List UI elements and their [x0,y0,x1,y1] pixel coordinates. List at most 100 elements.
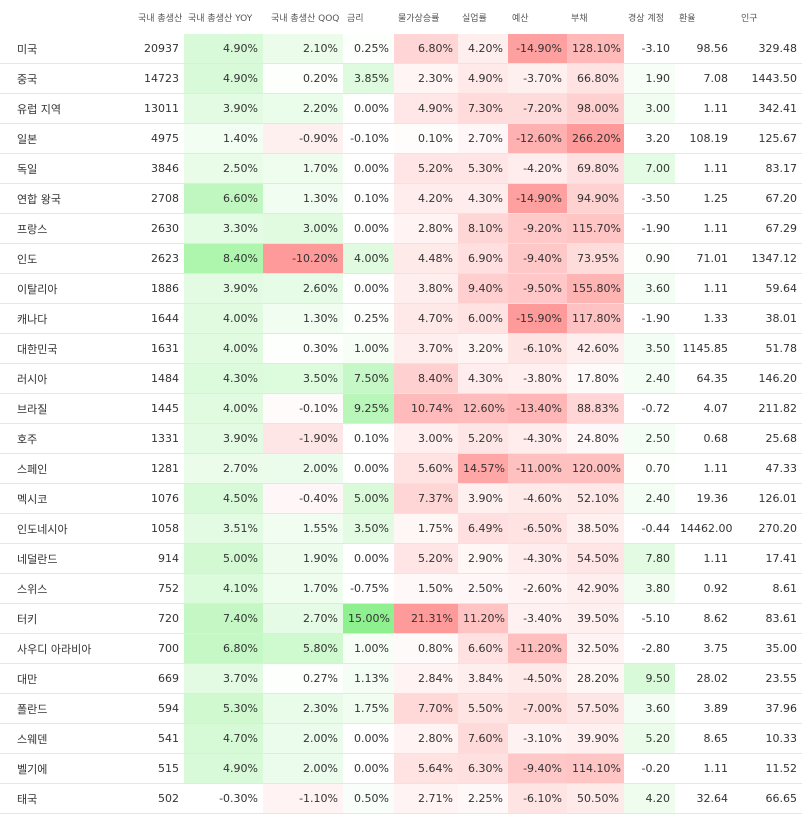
cell-unemployment: 5.30% [458,153,508,184]
country-name-cell: 중국 [0,63,108,94]
column-header-gdp-yoy[interactable]: 국내 총생산 YOY [184,0,263,34]
cell-debt: 42.90% [567,573,624,604]
cell-gdp: 2623 [108,243,184,274]
column-header-rate[interactable]: 금리 [343,0,394,34]
cell-fx: 7.08 [675,63,733,94]
cell-gdp-yoy: 5.00% [184,543,263,574]
cell-gdp-yoy: 3.70% [184,663,263,694]
cell-gdp: 1644 [108,303,184,334]
table-row[interactable]: 미국 20937 4.90% 2.10% 0.25% 6.80% 4.20% -14.90% 1… [0,34,802,64]
cell-fx: 1.11 [675,153,733,184]
cell-fx: 1.11 [675,753,733,784]
column-header-debt[interactable]: 부채 [567,0,624,34]
cell-rate: 3.50% [343,513,394,544]
table-row[interactable]: 호주 1331 3.90% -1.90% 0.10% 3.00% 5.20% -4.30% 24… [0,423,802,454]
cell-current-account: -0.44 [624,513,675,544]
cell-gdp-yoy: 3.51% [184,513,263,544]
cell-budget: -15.90% [508,303,567,334]
cell-gdp: 502 [108,783,184,814]
country-name-cell: 러시아 [0,363,108,394]
cell-fx: 1.11 [675,93,733,124]
cell-gdp-yoy: 4.70% [184,723,263,754]
cell-gdp: 1076 [108,483,184,514]
column-header-budget[interactable]: 예산 [508,0,567,34]
table-row[interactable]: 브라질 1445 4.00% -0.10% 9.25% 10.74% 12.60% -13.4… [0,393,802,424]
table-row[interactable]: 대한민국 1631 4.00% 0.30% 1.00% 3.70% 3.20% -6.10% 4… [0,333,802,364]
cell-rate: 5.00% [343,483,394,514]
cell-population: 126.01 [733,483,802,514]
cell-population: 11.52 [733,753,802,784]
cell-inflation: 2.71% [394,783,458,814]
column-header-inflation[interactable]: 물가상승률 [394,0,458,34]
table-row[interactable]: 인도네시아 1058 3.51% 1.55% 3.50% 1.75% 6.49% -6.50%… [0,513,802,544]
cell-gdp-qoq: 2.00% [263,723,343,754]
cell-inflation: 5.64% [394,753,458,784]
table-row[interactable]: 일본 4975 1.40% -0.90% -0.10% 0.10% 2.70% -12.60%… [0,123,802,154]
cell-current-account: 5.20 [624,723,675,754]
cell-gdp-yoy: 4.90% [184,34,263,64]
cell-current-account: -1.90 [624,213,675,244]
table-row[interactable]: 중국 14723 4.90% 0.20% 3.85% 2.30% 4.90% -3.70% 66… [0,63,802,94]
cell-gdp-yoy: 4.50% [184,483,263,514]
table-row[interactable]: 터키 720 7.40% 2.70% 15.00% 21.31% 11.20% -3.40% 3… [0,603,802,634]
cell-gdp-qoq: 3.00% [263,213,343,244]
cell-budget: -9.40% [508,243,567,274]
table-row[interactable]: 캐나다 1644 4.00% 1.30% 0.25% 4.70% 6.00% -15.90% 1… [0,303,802,334]
cell-population: 1347.12 [733,243,802,274]
cell-budget: -6.10% [508,783,567,814]
table-row[interactable]: 독일 3846 2.50% 1.70% 0.00% 5.20% 5.30% -4.20% 69.… [0,153,802,184]
cell-gdp-qoq: -1.90% [263,423,343,454]
table-row[interactable]: 유럽 지역 13011 3.90% 2.20% 0.00% 4.90% 7.30% -7.20… [0,93,802,124]
table-row[interactable]: 스위스 752 4.10% 1.70% -0.75% 1.50% 2.50% -2.60% 42… [0,573,802,604]
column-header-country[interactable] [0,0,108,34]
column-header-fx[interactable]: 환율 [675,0,733,34]
cell-gdp-yoy: 4.00% [184,393,263,424]
column-header-label: 환율 [679,13,696,24]
cell-gdp-qoq: 1.70% [263,573,343,604]
cell-budget: -12.60% [508,123,567,154]
table-row[interactable]: 스페인 1281 2.70% 2.00% 0.00% 5.60% 14.57% -11.00%… [0,453,802,484]
table-row[interactable]: 러시아 1484 4.30% 3.50% 7.50% 8.40% 4.30% -3.80% 17… [0,363,802,394]
country-name-cell: 캐나다 [0,303,108,334]
table-row[interactable]: 대만 669 3.70% 0.27% 1.13% 2.84% 3.84% -4.50% 28.2… [0,663,802,694]
cell-inflation: 4.70% [394,303,458,334]
country-name-cell: 인도네시아 [0,513,108,544]
cell-current-account: 9.50 [624,663,675,694]
table-row[interactable]: 멕시코 1076 4.50% -0.40% 5.00% 7.37% 3.90% -4.60% 5… [0,483,802,514]
column-header-gdp[interactable]: 국내 총생산 [108,0,184,34]
cell-gdp-qoq: -10.20% [263,243,343,274]
table-row[interactable]: 벨기에 515 4.90% 2.00% 0.00% 5.64% 6.30% -9.40% 114… [0,753,802,784]
table-row[interactable]: 인도 2623 8.40% -10.20% 4.00% 4.48% 6.90% -9.40% 7… [0,243,802,274]
table-row[interactable]: 연합 왕국 2708 6.60% 1.30% 0.10% 4.20% 4.30% -14.90… [0,183,802,214]
cell-unemployment: 6.30% [458,753,508,784]
cell-fx: 3.89 [675,693,733,724]
cell-gdp-qoq: 0.30% [263,333,343,364]
country-name-cell: 터키 [0,603,108,634]
column-header-population[interactable]: 인구 [733,0,802,34]
cell-rate: 15.00% [343,603,394,634]
cell-unemployment: 7.60% [458,723,508,754]
cell-fx: 0.92 [675,573,733,604]
column-header-gdp-qoq[interactable]: 국내 총생산 QOQ [263,0,343,34]
cell-debt: 117.80% [567,303,624,334]
table-row[interactable]: 스웨덴 541 4.70% 2.00% 0.00% 2.80% 7.60% -3.10% 39.… [0,723,802,754]
cell-rate: 0.00% [343,93,394,124]
table-row[interactable]: 폴란드 594 5.30% 2.30% 1.75% 7.70% 5.50% -7.00% 57.… [0,693,802,724]
cell-gdp-qoq: 3.50% [263,363,343,394]
cell-gdp-qoq: -0.10% [263,393,343,424]
cell-debt: 120.00% [567,453,624,484]
cell-gdp: 1331 [108,423,184,454]
column-header-current-account[interactable]: 경상 계정 [624,0,675,34]
country-name-cell: 대만 [0,663,108,694]
column-header-unemployment[interactable]: 실업률 [458,0,508,34]
table-row[interactable]: 이탈리아 1886 3.90% 2.60% 0.00% 3.80% 9.40% -9.50% 1… [0,273,802,304]
cell-unemployment: 5.20% [458,423,508,454]
table-row[interactable]: 네덜란드 914 5.00% 1.90% 0.00% 5.20% 2.90% -4.30% 54… [0,543,802,574]
cell-budget: -13.40% [508,393,567,424]
cell-inflation: 2.80% [394,213,458,244]
table-row[interactable]: 태국 502 -0.30% -1.10% 0.50% 2.71% 2.25% -6.10% 50… [0,783,802,814]
table-row[interactable]: 사우디 아라비아 700 6.80% 5.80% 1.00% 0.80% 6.60% -11.… [0,633,802,664]
table-row[interactable]: 프랑스 2630 3.30% 3.00% 0.00% 2.80% 8.10% -9.20% 11… [0,213,802,244]
cell-gdp-qoq: 2.00% [263,753,343,784]
country-name-cell: 유럽 지역 [0,93,108,124]
